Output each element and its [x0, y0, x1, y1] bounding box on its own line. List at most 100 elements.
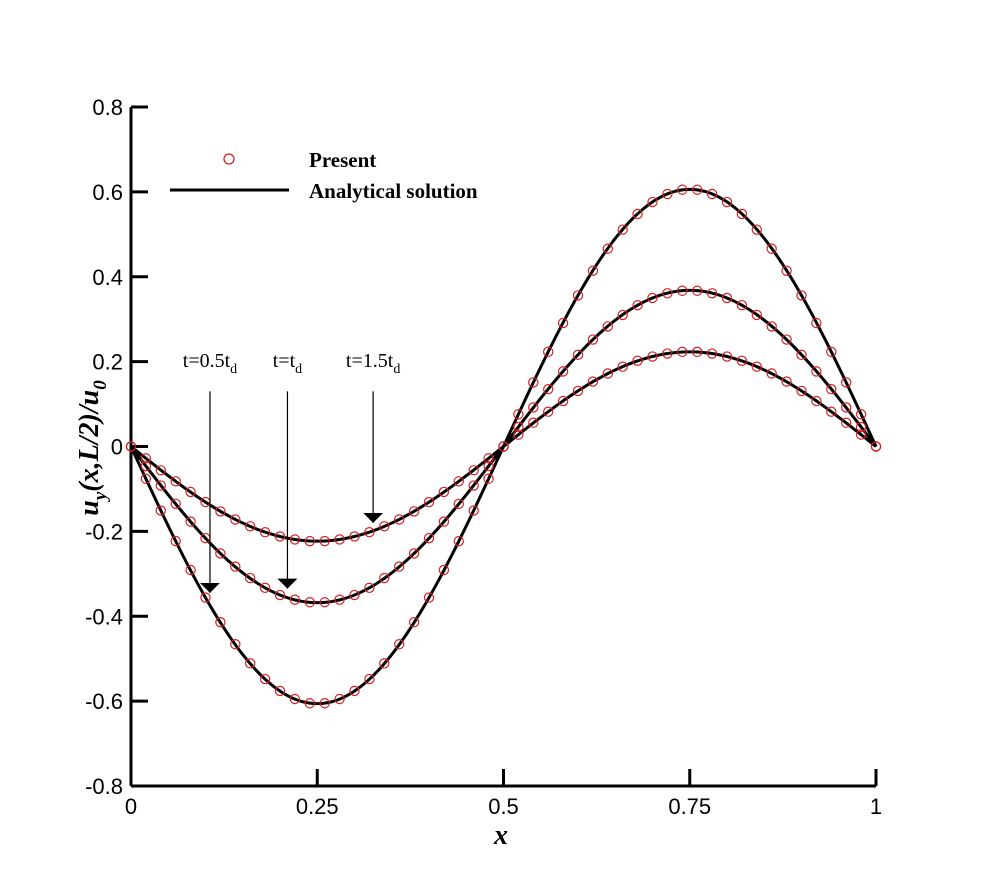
present-point — [736, 355, 748, 366]
present-point — [274, 589, 286, 601]
x-tick-label: 0.5 — [488, 794, 519, 819]
present-point — [364, 527, 375, 538]
annotation-label-2: t=td — [273, 350, 302, 377]
present-point — [557, 317, 569, 329]
present-point — [796, 349, 807, 361]
present-point — [647, 351, 658, 362]
present-point — [602, 368, 614, 379]
present-point — [870, 441, 882, 452]
present-point — [796, 385, 807, 397]
present-point — [334, 693, 345, 705]
present-point — [394, 514, 405, 525]
present-point — [394, 639, 405, 650]
present-point — [259, 582, 271, 594]
present-point — [855, 421, 867, 433]
y-label-sub-y: y — [90, 491, 111, 502]
present-point — [811, 395, 822, 407]
present-point — [483, 473, 494, 484]
present-point — [721, 292, 733, 304]
present-point — [513, 409, 524, 420]
present-point — [677, 346, 688, 358]
present-point — [572, 385, 584, 397]
y-tick-label: 0.4 — [92, 265, 123, 290]
present-point — [647, 196, 658, 208]
present-point — [557, 395, 569, 407]
y-tick-label: 0.8 — [92, 95, 123, 120]
present-point — [155, 480, 166, 491]
present-point — [721, 196, 733, 208]
present-point — [766, 368, 777, 379]
present-point — [781, 265, 792, 277]
present-point — [319, 698, 330, 709]
x-tick-label: 0.75 — [668, 794, 711, 819]
present-point — [289, 594, 301, 605]
present-point — [408, 548, 420, 559]
present-point — [349, 685, 360, 697]
present-point — [677, 285, 688, 296]
annotations: t=0.5td t=td t=1.5td — [183, 350, 400, 593]
present-point — [692, 346, 703, 358]
present-point — [513, 429, 524, 440]
present-point — [468, 480, 479, 491]
present-point — [483, 453, 494, 464]
present-point — [140, 453, 152, 464]
present-point — [170, 535, 181, 547]
present-point — [617, 309, 628, 321]
x-tick-label: 0 — [125, 794, 137, 819]
present-point — [185, 564, 196, 576]
present-point — [662, 188, 673, 200]
present-point — [766, 321, 777, 332]
present-point — [304, 535, 315, 547]
present-point — [587, 265, 599, 277]
analytical-curves — [129, 187, 878, 706]
present-point — [811, 317, 822, 329]
present-point — [543, 406, 554, 417]
y-label-middle: (x,L/2)/u — [74, 390, 105, 492]
present-point — [304, 597, 315, 608]
present-point — [587, 376, 599, 387]
present-point — [662, 348, 673, 359]
present-point — [230, 561, 241, 572]
present-point — [364, 582, 375, 594]
present-point — [170, 476, 181, 487]
y-tick-label: 0.6 — [92, 180, 123, 205]
axes: -0.8 -0.6 -0.4 -0.2 0 0.2 0.4 0.6 0.8 0 0.25 0.5 0.7… — [85, 95, 882, 819]
present-point — [855, 429, 867, 440]
y-label-u: u — [74, 500, 105, 516]
present-point — [841, 402, 852, 413]
y-axis-label: uy(x,L/2)/u0 — [74, 380, 111, 516]
present-point — [826, 346, 837, 358]
x-tick-label: 0.25 — [296, 794, 339, 819]
analytical-line-3 — [130, 350, 877, 543]
present-markers — [125, 184, 882, 709]
present-point — [528, 417, 539, 428]
legend-marker-present — [223, 153, 235, 165]
present-point — [438, 486, 450, 498]
present-point — [721, 351, 733, 362]
present-point — [468, 505, 479, 516]
y-tick-label: -0.8 — [85, 774, 123, 799]
present-point — [289, 693, 301, 705]
present-point — [543, 384, 554, 395]
present-point — [751, 224, 763, 235]
present-point — [706, 348, 718, 359]
present-point — [736, 299, 748, 311]
present-point — [751, 361, 763, 372]
present-point — [304, 698, 315, 709]
present-point — [528, 402, 539, 413]
present-point — [811, 366, 822, 377]
present-point — [379, 572, 390, 584]
present-point — [826, 384, 837, 395]
present-point — [543, 346, 554, 358]
present-point — [259, 673, 271, 685]
present-point — [215, 506, 226, 517]
present-point — [692, 285, 703, 296]
y-tick-label: -0.4 — [85, 604, 123, 629]
present-point — [453, 476, 464, 487]
y-label-sub-0: 0 — [90, 380, 111, 390]
present-point — [468, 465, 479, 476]
present-point — [244, 572, 256, 584]
present-point — [408, 506, 420, 517]
present-point — [334, 594, 345, 605]
present-point — [602, 243, 614, 254]
